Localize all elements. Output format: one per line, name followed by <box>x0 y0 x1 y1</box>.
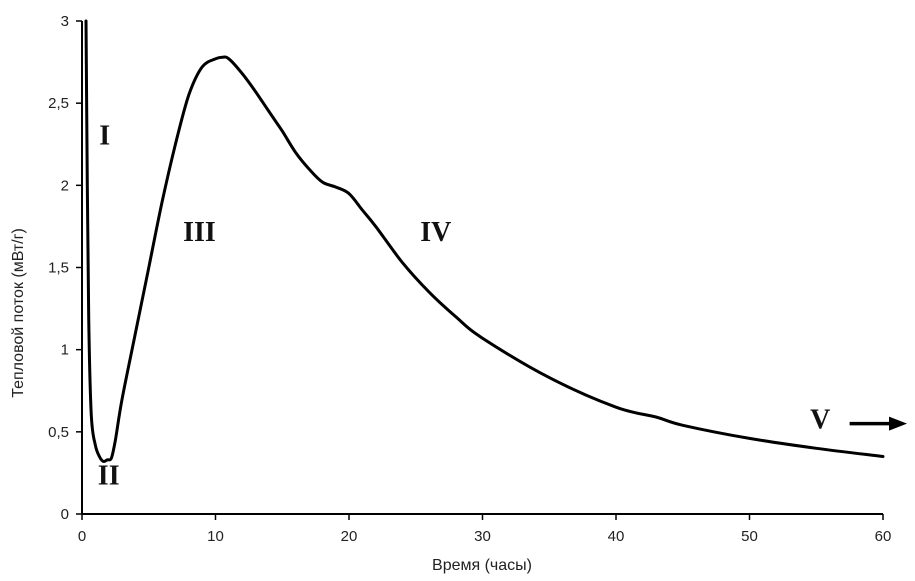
ticks: 0 10 20 30 40 50 60 0 0,5 1 1,5 2 2,5 3 <box>48 13 891 545</box>
y-tick-label: 3 <box>61 13 69 30</box>
x-tick-label: 30 <box>474 528 491 545</box>
phase-label: II <box>98 460 120 491</box>
x-tick-label: 50 <box>741 528 758 545</box>
y-axis-title: Тепловой поток (мВт/г) <box>10 228 27 398</box>
phase-label: I <box>99 120 110 151</box>
x-tick-label: 0 <box>78 528 86 545</box>
y-tick-label: 2 <box>61 177 69 194</box>
x-tick-label: 10 <box>207 528 224 545</box>
y-tick-label: 1,5 <box>48 260 69 277</box>
heat-flow-line <box>84 19 885 464</box>
x-tick-label: 40 <box>608 528 625 545</box>
x-tick-label: 60 <box>875 528 892 545</box>
x-axis-title: Время (часы) <box>432 557 532 574</box>
y-tick-label: 1 <box>61 342 69 359</box>
y-tick-label: 0,5 <box>48 424 69 441</box>
y-tick-label: 0 <box>61 506 69 523</box>
phase-label: III <box>183 217 216 248</box>
arrow-head <box>889 416 908 431</box>
phase-label: V <box>810 405 830 436</box>
x-tick-label: 20 <box>341 528 358 545</box>
y-tick-label: 2,5 <box>48 95 69 112</box>
phase-label: IV <box>420 217 451 248</box>
series <box>84 19 885 464</box>
